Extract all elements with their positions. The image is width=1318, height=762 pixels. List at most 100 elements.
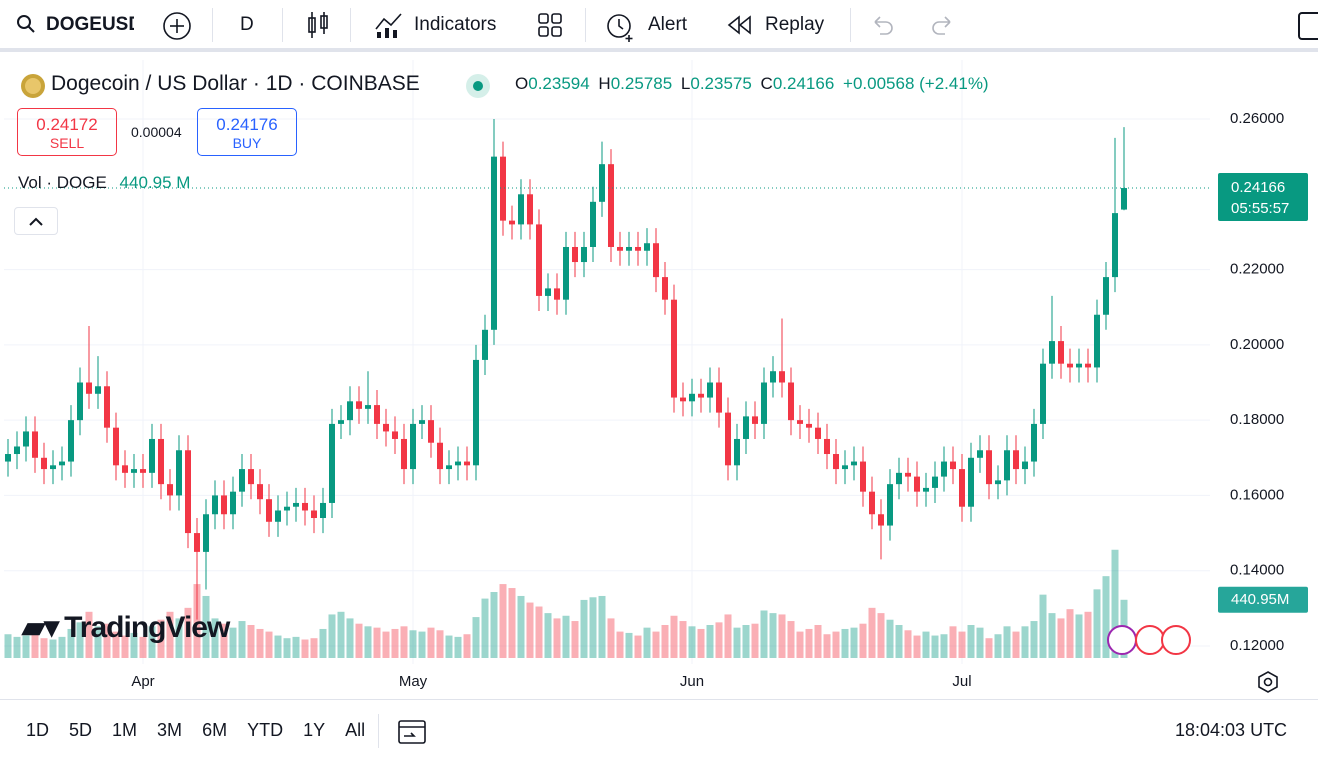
candle-body [347,401,353,421]
volume-bar [868,607,876,658]
volume-bar [562,615,570,658]
range-button[interactable]: 1Y [303,720,326,740]
volume-bar [193,584,201,658]
settings-icon[interactable] [1256,670,1280,694]
range-button[interactable]: YTD [247,720,284,740]
replay[interactable]: Replay [765,14,825,35]
change-pct: (+2.41%) [919,74,989,93]
toolbar: DOGEUSD D Indicators Alert Replay [0,0,1318,52]
volume-bar [1030,621,1038,658]
volume-bar [895,625,903,658]
fullscreen[interactable] [1298,12,1318,40]
candle-body [68,420,74,462]
candle-body [572,246,578,263]
volume-bar [58,636,66,658]
separator [378,714,379,748]
layouts[interactable] [537,12,565,40]
candle-body [464,461,470,466]
volume-bar [625,632,633,658]
volume-bar [517,595,525,658]
volume-bar [661,625,669,658]
volume-bar [976,627,984,658]
candle-body [158,438,164,485]
candle-body [320,502,326,519]
add-symbol[interactable] [162,11,192,41]
candle-body [644,243,650,251]
alert[interactable]: Alert [648,14,688,35]
volume-bar [877,613,885,658]
candle-body [842,465,848,470]
volume-bar [400,626,408,658]
undo-redo[interactable] [870,14,960,36]
volume-bar [1012,631,1020,658]
candle-body [113,427,119,466]
volume-bar [67,628,75,658]
volume-bar [382,631,390,658]
symbol[interactable]: DOGEUSD [46,14,134,35]
volume-bar [148,626,156,658]
y-tick-label: 0.16000 [1230,486,1284,503]
volume-bar [472,617,480,658]
volume-bar [607,618,615,658]
candle-body [41,457,47,470]
volume-bar [175,618,183,658]
candle-body [545,288,551,296]
volume-legend-label: Vol · DOGE [18,173,107,192]
candle-body [698,393,704,398]
volume-bar [1093,589,1101,658]
candle-body [266,499,272,522]
volume-bar [715,622,723,658]
candle-body [599,164,605,202]
candle-body [716,382,722,413]
indicators[interactable]: Indicators [414,14,497,35]
volume-bar [733,627,741,658]
candle-body [851,461,857,466]
volume-bar [301,639,309,658]
candle-body [689,393,695,402]
range-button[interactable]: 5D [69,720,93,740]
volume-bar [355,623,363,658]
range-button[interactable]: All [345,720,366,740]
candle-type[interactable] [305,10,331,42]
volume-bar [724,614,732,658]
h-value: 0.25785 [610,74,673,93]
volume-bar [463,634,471,658]
range-button[interactable]: 3M [157,720,183,740]
spread: 0.00004 [131,124,182,140]
range-button[interactable]: 1M [112,720,138,740]
volume-bar [598,595,606,658]
candle-body [32,431,38,458]
candle-body [482,329,488,360]
y-tick-label: 0.26000 [1230,110,1284,127]
candle-body [194,533,200,552]
volume-bar [454,636,462,658]
alert-icon [607,14,633,42]
volume-bar [553,618,561,658]
interval[interactable]: D [240,14,254,35]
candle-body [203,514,209,552]
volume-bar [184,607,192,658]
chart-title: Dogecoin / US Dollar · 1D · COINBASE [51,72,420,95]
separator [350,8,351,42]
volume-bar [508,588,516,658]
c-label: C [760,74,773,93]
candle-body [185,450,191,534]
l-value: 0.23575 [690,74,752,93]
chart-frame [4,60,1316,700]
candle-body [788,382,794,421]
volume-bar [904,630,912,658]
buy-button[interactable]: 0.24176 BUY [197,108,297,156]
candle-body [338,420,344,424]
candle-body [941,461,947,477]
goto-date[interactable] [396,716,428,748]
volume-bar [994,634,1002,658]
candle-body [653,243,659,278]
collapse-button[interactable] [14,207,58,235]
event-icons[interactable] [1100,622,1195,658]
candle-body [356,401,362,409]
range-button[interactable]: 6M [202,720,228,740]
sell-button[interactable]: 0.24172 SELL [17,108,117,156]
range-button[interactable]: 1D [26,720,50,740]
candle-body [1058,341,1064,364]
volume-bar [1066,609,1074,658]
